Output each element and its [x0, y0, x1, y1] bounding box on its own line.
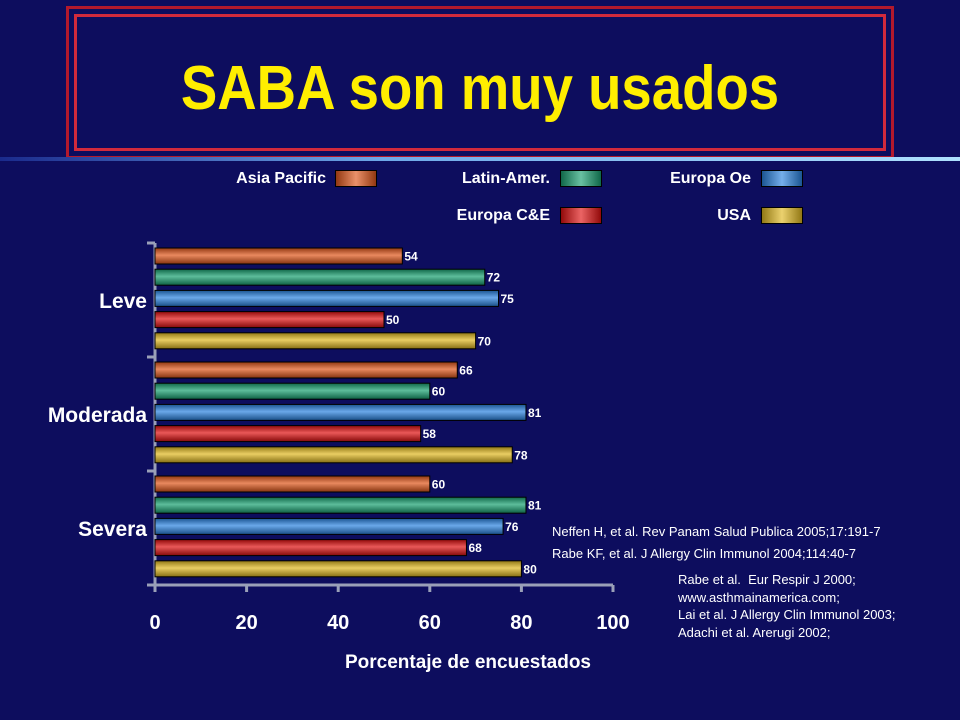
bar-value-label: 58: [423, 427, 437, 441]
category-label: Leve: [99, 290, 147, 313]
bar-value-label: 81: [528, 499, 542, 513]
category-label: Moderada: [48, 404, 148, 427]
legend-swatch-asia-pacific: [335, 170, 377, 187]
bar: [154, 268, 486, 286]
bar: [154, 446, 513, 464]
legend-label-asia-pacific: Asia Pacific: [236, 170, 326, 187]
bar: [154, 332, 477, 350]
x-tick-label: 100: [596, 612, 629, 634]
bar: [154, 289, 499, 307]
x-tick-label: 40: [327, 612, 349, 634]
bar: [154, 361, 458, 379]
legend-label-europa-oe: Europa Oe: [670, 170, 751, 187]
title-divider: [0, 157, 960, 161]
bar-value-label: 72: [487, 271, 501, 285]
bar: [154, 517, 504, 535]
x-tick-label: 80: [510, 612, 532, 634]
category-label: Severa: [78, 518, 147, 541]
bar: [154, 560, 522, 578]
legend-swatch-europa-ce: [560, 207, 602, 224]
x-tick-label: 60: [419, 612, 441, 634]
legend-label-latin-amer: Latin-Amer.: [461, 170, 550, 187]
bar-value-label: 66: [459, 364, 473, 378]
bar-value-label: 81: [528, 406, 542, 420]
bar: [154, 382, 431, 400]
bar-value-label: 60: [432, 385, 446, 399]
bar: [154, 425, 422, 443]
bar: [154, 311, 385, 329]
bar: [154, 403, 527, 421]
legend-label-usa: USA: [717, 207, 751, 224]
bar: [154, 247, 403, 265]
bar-value-label: 54: [404, 250, 418, 264]
reference-2: Rabe KF, et al. J Allergy Clin Immunol 2…: [552, 546, 856, 561]
bar-value-label: 68: [468, 541, 482, 555]
x-tick-label: 20: [235, 612, 257, 634]
bar-value-label: 70: [478, 334, 492, 348]
bar-value-label: 50: [386, 313, 400, 327]
legend-swatch-usa: [761, 207, 803, 224]
legend-swatch-latin-amer: [560, 170, 602, 187]
bar-value-label: 60: [432, 478, 446, 492]
bar-value-label: 78: [514, 448, 528, 462]
reference-3: Rabe et al. Eur Respir J 2000; www.asthm…: [678, 572, 896, 640]
bar: [154, 539, 467, 557]
x-tick-label: 0: [149, 612, 160, 634]
bar-value-label: 76: [505, 520, 519, 534]
slide-title: SABA son muy usados: [180, 54, 780, 123]
bar-value-label: 80: [523, 562, 537, 576]
legend-label-europa-ce: Europa C&E: [456, 207, 550, 224]
bar: [154, 475, 431, 493]
x-axis-title: Porcentaje de encuestados: [345, 652, 591, 673]
bar: [154, 496, 527, 514]
bar-value-label: 75: [501, 292, 515, 306]
legend-swatch-europa-oe: [761, 170, 803, 187]
reference-1: Neffen H, et al. Rev Panam Salud Publica…: [552, 524, 881, 539]
